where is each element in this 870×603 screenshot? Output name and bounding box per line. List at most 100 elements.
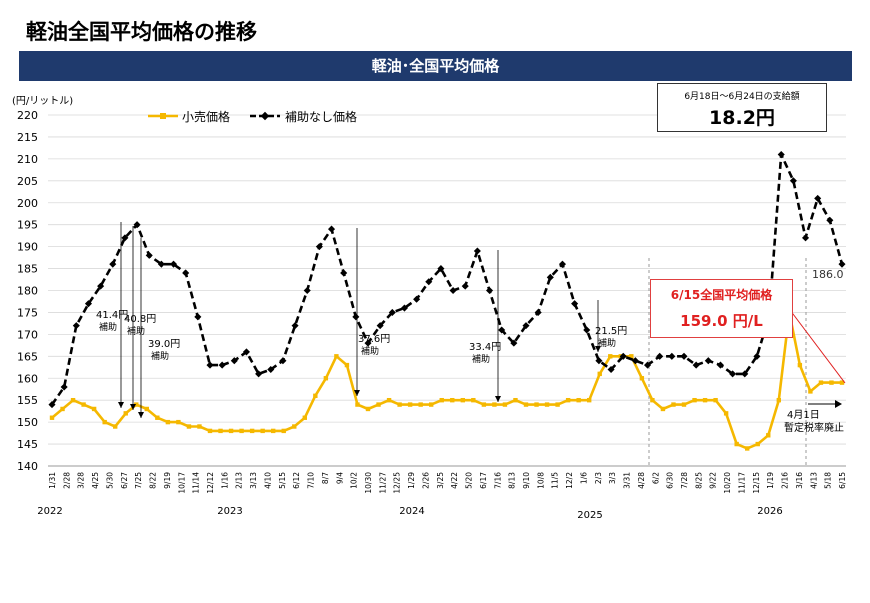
y-tick-label: 140 [17, 460, 38, 473]
retail-price-point [513, 397, 518, 403]
retail-price-point [808, 389, 813, 394]
x-tick-label: 4/22 [450, 472, 459, 489]
x-tick-label: 3/13 [249, 472, 258, 489]
x-tick-label: 8/25 [694, 472, 703, 489]
subsidy-arrowhead [354, 390, 360, 396]
x-tick-label: 3/25 [436, 472, 445, 489]
retail-price-point [144, 406, 149, 412]
y-tick-label: 205 [17, 175, 38, 188]
no-subsidy-price-point [315, 243, 323, 251]
legend-no-subsidy-marker [260, 111, 270, 121]
x-tick-label: 6/2 [651, 472, 660, 484]
retail-price-point [702, 397, 708, 403]
x-tick-label: 3/16 [795, 472, 804, 489]
retail-price-point [565, 397, 571, 403]
subsidy-info-box: 6月18日～6月24日の支給額 18.2円 [657, 83, 827, 132]
no-subsidy-price-point [571, 300, 579, 308]
x-tick-label: 11/17 [737, 472, 746, 494]
abolition-date: 4月1日 [787, 409, 820, 421]
retail-price-point [376, 402, 381, 407]
retail-price-point [745, 446, 750, 451]
retail-price-point [313, 393, 318, 398]
no-subsidy-price-point [157, 260, 165, 268]
x-tick-label: 2/16 [781, 472, 790, 489]
retail-price-point [734, 441, 739, 447]
x-tick-label: 10/30 [364, 472, 373, 494]
legend-no-subsidy-label: 補助なし価格 [285, 109, 357, 124]
callout-price: 159.0 円/L [680, 312, 763, 330]
retail-price-point [639, 376, 645, 381]
retail-price-point [555, 402, 560, 407]
year-label: 2023 [217, 506, 242, 517]
retail-price-point [197, 424, 202, 429]
retail-price-point [544, 402, 550, 407]
no-subsidy-price-point [558, 260, 566, 268]
x-tick-label: 3/31 [623, 472, 632, 489]
retail-price-point [123, 411, 128, 416]
x-tick-label: 2/28 [62, 472, 71, 489]
year-label: 2025 [577, 510, 602, 521]
x-tick-label: 6/17 [479, 472, 488, 489]
no-subsidy-price-point [279, 357, 287, 365]
no-subsidy-price-point [753, 352, 761, 360]
x-tick-label: 1/6 [579, 472, 588, 484]
x-tick-label: 5/20 [465, 472, 474, 489]
y-axis-unit: (円/リットル) [12, 96, 74, 107]
retail-price-point [49, 415, 55, 420]
no-subsidy-price-point [97, 282, 105, 290]
no-subsidy-price-point [376, 322, 384, 330]
no-subsidy-price-point [486, 286, 494, 295]
no-subsidy-price-point [729, 370, 737, 378]
retail-price-point [776, 397, 781, 403]
retail-price-point [692, 397, 697, 403]
y-tick-label: 170 [17, 328, 38, 341]
no-subsidy-price-point [425, 278, 433, 286]
retail-price-point [281, 428, 286, 434]
x-tick-label: 9/4 [335, 472, 344, 484]
retail-price-point [102, 419, 107, 425]
no-subsidy-price-point [413, 295, 421, 303]
subsidy-annotation-label: 39.0円 [148, 339, 180, 350]
no-subsidy-price-point [656, 352, 664, 360]
subsidy-annotation-label: 21.5円 [595, 326, 627, 337]
retail-price-point [271, 428, 276, 434]
no-subsidy-price-point [145, 251, 153, 259]
x-tick-label: 2/3 [594, 472, 603, 484]
x-tick-label: 1/29 [407, 472, 416, 489]
retail-price-point [587, 397, 592, 403]
no-subsidy-price-point [595, 357, 603, 365]
retail-price-point [576, 397, 581, 403]
no-subsidy-price-point [631, 357, 639, 365]
x-tick-label: 8/13 [508, 472, 517, 489]
no-subsidy-price-point [789, 177, 797, 185]
x-tick-label: 8/7 [321, 472, 330, 484]
retail-price-point [292, 424, 297, 429]
subsidy-annotation-sub: 補助 [151, 350, 169, 362]
retail-price-point [839, 380, 845, 385]
subsidy-annotation-sub: 補助 [127, 325, 145, 337]
y-tick-label: 145 [17, 438, 38, 451]
no-subsidy-price-point [388, 308, 396, 316]
no-subsidy-price-point [461, 282, 469, 290]
y-tick-label: 150 [17, 416, 38, 429]
legend-retail-marker [160, 113, 166, 119]
year-label: 2026 [757, 506, 782, 517]
x-tick-label: 10/20 [723, 472, 732, 494]
retail-price-point [439, 397, 444, 403]
no-subsidy-price-point [449, 286, 457, 295]
no-subsidy-price-point [170, 260, 178, 268]
retail-price-point [407, 402, 413, 407]
no-subsidy-price-point [510, 339, 518, 347]
no-subsidy-price-point [133, 221, 141, 229]
no-subsidy-price-point [121, 234, 129, 242]
subsidy-arrowhead [130, 404, 136, 410]
x-tick-label: 2/13 [235, 472, 244, 489]
retail-price-point [386, 397, 392, 403]
retail-price-point [723, 411, 729, 416]
retail-price-point [650, 397, 655, 403]
retail-price-point [681, 402, 687, 407]
no-subsidy-price-point [619, 352, 627, 360]
no-subsidy-price-point [680, 352, 688, 360]
no-subsidy-price-point [668, 352, 676, 360]
retail-price-point [597, 371, 602, 377]
